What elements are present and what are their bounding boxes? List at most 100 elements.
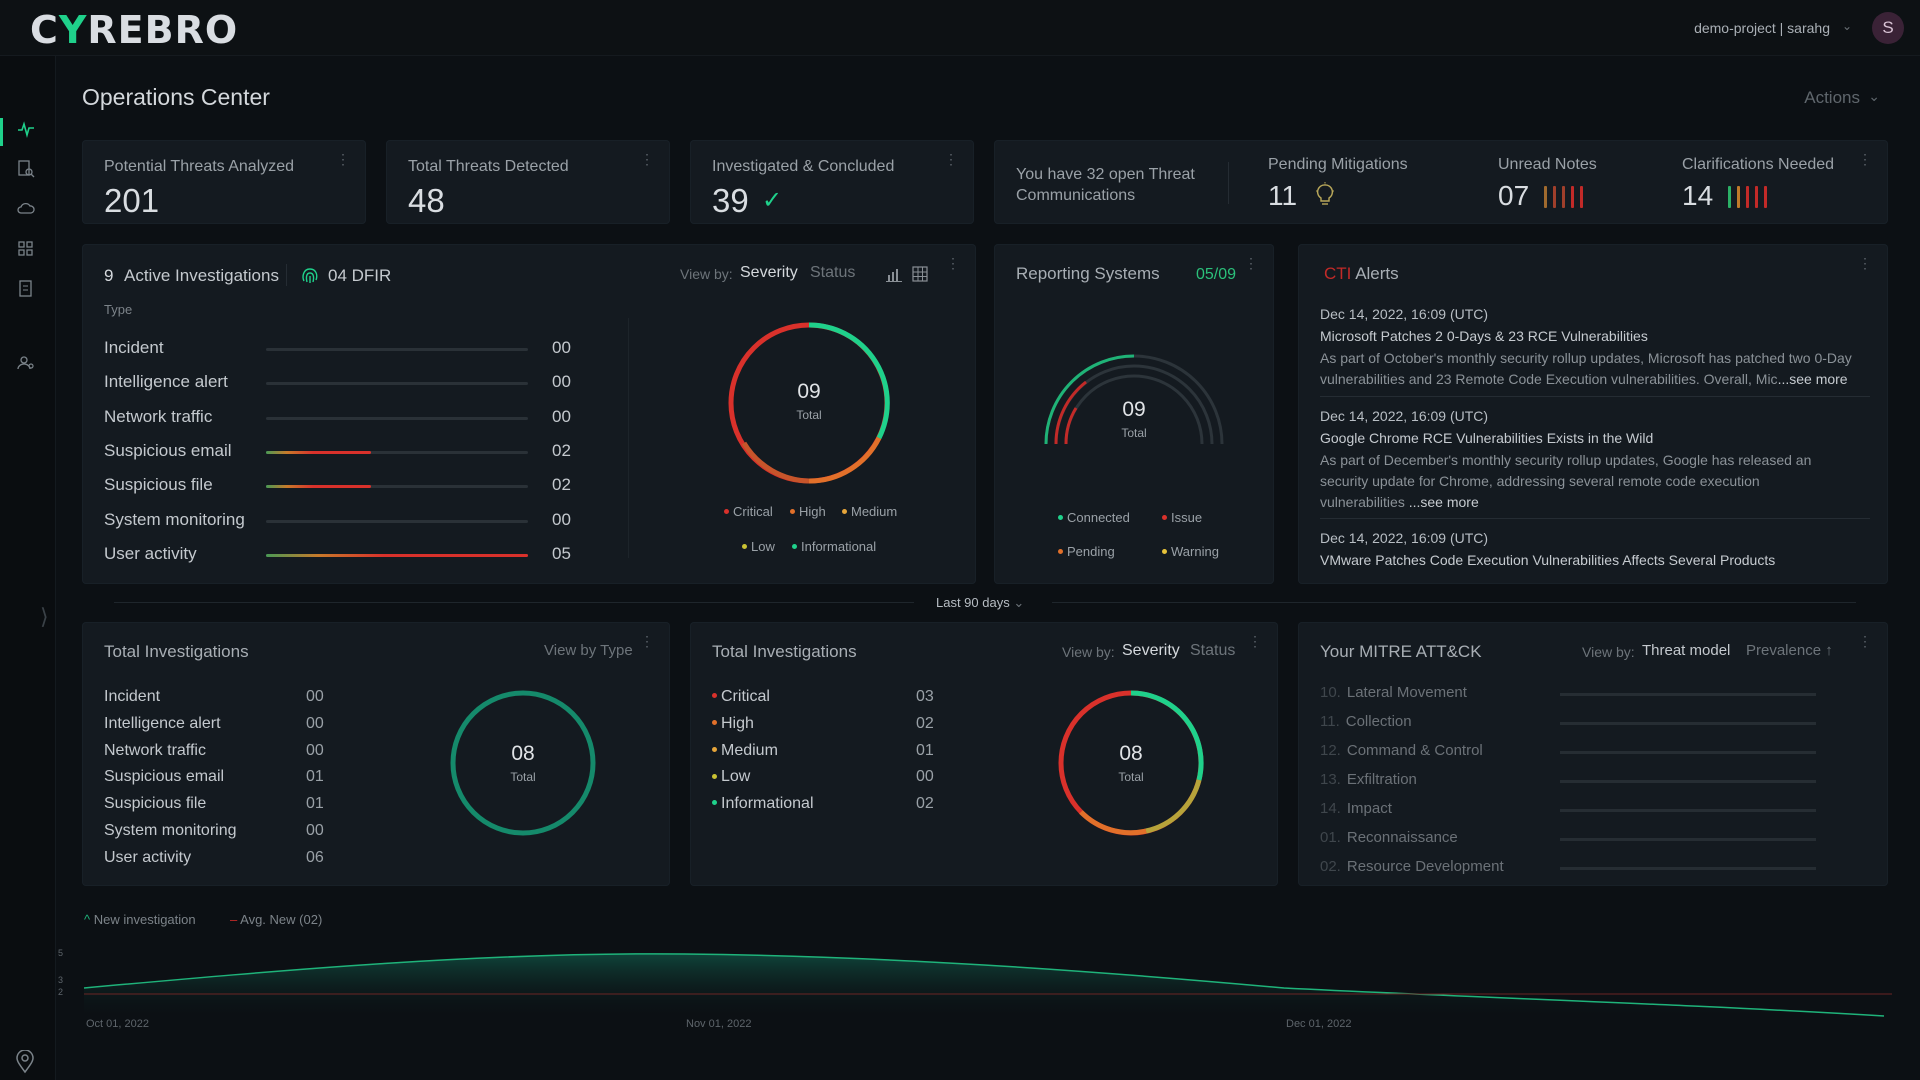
period-selector[interactable]: Last 90 days ⌄ <box>936 595 1025 610</box>
grid-icon[interactable] <box>14 240 38 264</box>
stat-label: Total Threats Detected <box>408 158 569 175</box>
type-row-label[interactable]: User activity <box>104 543 197 563</box>
chevron-down-icon[interactable]: ⌄ <box>1841 19 1852 33</box>
report-search-icon[interactable] <box>14 160 38 184</box>
reporting-total-label: Total <box>1121 426 1147 440</box>
type-row-label[interactable]: Incident <box>104 338 164 357</box>
view-by-status-tab[interactable]: Status <box>1190 642 1236 659</box>
kebab-menu-icon[interactable]: ⋮ <box>946 255 960 271</box>
severity-dot <box>712 720 717 726</box>
view-by-type-selector[interactable]: View by Type <box>544 642 633 659</box>
mitre-tactic-row[interactable]: 13. Exfiltration <box>1320 771 1417 788</box>
mitre-tactic-row[interactable]: 02. Resource Development <box>1320 858 1504 875</box>
legend-connected[interactable]: Connected <box>1058 510 1130 525</box>
legend-high[interactable]: High <box>790 504 826 519</box>
sort-arrow-icon: ↑ <box>1825 642 1833 659</box>
dfir-count[interactable]: 04 DFIR <box>328 266 392 285</box>
kebab-menu-icon[interactable]: ⋮ <box>640 151 654 167</box>
legend-low[interactable]: Low <box>742 539 775 554</box>
type-row-label[interactable]: System monitoring <box>104 509 245 529</box>
total-severity-donut[interactable] <box>1056 688 1206 838</box>
total-type-donut[interactable] <box>448 688 598 838</box>
view-by-severity-tab[interactable]: Severity <box>740 264 798 281</box>
type-row-label[interactable]: Intelligence alert <box>104 714 221 732</box>
severity-row-label[interactable]: Low <box>712 768 750 786</box>
type-row-label[interactable]: User activity <box>104 848 192 866</box>
reporting-total-value: 09 <box>1122 398 1146 421</box>
table-grid-icon[interactable] <box>912 266 928 287</box>
type-row-bar-fill <box>266 553 528 557</box>
card-total-by-type: Total Investigations View by Type ⋮ 08 T… <box>82 622 670 886</box>
chevron-down-icon[interactable]: ⌄ <box>1868 88 1880 104</box>
type-row-label[interactable]: Network traffic <box>104 406 213 426</box>
severity-row-value: 00 <box>916 768 934 786</box>
type-row-label[interactable]: Suspicious email <box>104 768 225 786</box>
mitre-tactic-row[interactable]: 14. Impact <box>1320 800 1392 817</box>
document-icon[interactable] <box>14 280 38 304</box>
type-row-label[interactable]: Network traffic <box>104 741 206 759</box>
severity-row-label[interactable]: Critical <box>712 688 770 706</box>
kebab-menu-icon[interactable]: ⋮ <box>1858 255 1872 271</box>
user-gear-icon[interactable] <box>14 354 38 378</box>
bar-chart-icon[interactable] <box>886 266 902 287</box>
donut-total-label: Total <box>1118 770 1144 784</box>
view-by-prevalence-tab[interactable]: Prevalence ↑ <box>1746 642 1833 659</box>
mitre-tactic-row[interactable]: 01. Reconnaissance <box>1320 829 1458 846</box>
view-by-status-tab[interactable]: Status <box>810 264 856 281</box>
severity-row-label[interactable]: Informational <box>712 795 814 813</box>
legend-critical[interactable]: Critical <box>724 504 773 519</box>
legend-avg-new[interactable]: – Avg. New (02) <box>230 912 323 927</box>
clarifications-value: 14 <box>1682 180 1714 211</box>
legend-informational[interactable]: Informational <box>792 539 876 554</box>
legend-warning[interactable]: Warning <box>1162 544 1219 559</box>
divider <box>628 318 629 558</box>
legend-issue[interactable]: Issue <box>1162 510 1202 525</box>
kebab-menu-icon[interactable]: ⋮ <box>1858 151 1872 167</box>
kebab-menu-icon[interactable]: ⋮ <box>1248 633 1262 649</box>
reporting-gauge[interactable] <box>1034 344 1234 454</box>
cloud-icon[interactable] <box>14 200 38 224</box>
sidebar-collapse-handle[interactable]: ⟩ <box>40 604 49 629</box>
mitre-tactic-bar <box>1560 838 1816 841</box>
active-severity-donut[interactable] <box>724 318 894 488</box>
location-pin-icon[interactable] <box>14 1049 36 1080</box>
trend-chart[interactable] <box>84 940 1892 1020</box>
severity-row-value: 01 <box>916 741 934 759</box>
kebab-menu-icon[interactable]: ⋮ <box>1244 255 1258 271</box>
type-row-bar <box>266 553 528 557</box>
card-cti-alerts: CTI Alerts ⋮ Dec 14, 2022, 16:09 (UTC) M… <box>1298 244 1888 584</box>
type-row-label[interactable]: Suspicious email <box>104 440 232 460</box>
severity-row-label[interactable]: Medium <box>712 742 778 760</box>
type-row-label[interactable]: System monitoring <box>104 822 237 839</box>
legend-medium[interactable]: Medium <box>842 504 897 519</box>
see-more-link[interactable]: ...see more <box>1404 494 1479 510</box>
type-row-bar <box>266 382 528 386</box>
type-row-label[interactable]: Incident <box>104 688 161 705</box>
mitre-tactic-row[interactable]: 10. Lateral Movement <box>1320 684 1467 701</box>
avatar[interactable]: S <box>1872 12 1904 44</box>
mitre-tactic-row[interactable]: 12. Command & Control <box>1320 742 1483 759</box>
alert-title[interactable]: VMware Patches Code Execution Vulnerabil… <box>1320 552 1776 568</box>
project-selector[interactable]: demo-project | sarahg <box>1694 20 1830 36</box>
kebab-menu-icon[interactable]: ⋮ <box>1858 633 1872 649</box>
pulse-icon[interactable] <box>14 120 38 144</box>
severity-dot <box>712 800 717 806</box>
type-row-label[interactable]: Intelligence alert <box>104 372 228 392</box>
mitre-tactic-row[interactable]: 11. Collection <box>1320 713 1412 730</box>
alert-title[interactable]: Google Chrome RCE Vulnerabilities Exists… <box>1320 430 1654 446</box>
type-row-label[interactable]: Suspicious file <box>104 475 213 495</box>
alert-title[interactable]: Microsoft Patches 2 0-Days & 23 RCE Vuln… <box>1320 328 1648 344</box>
see-more-link[interactable]: ...see more <box>1777 371 1848 387</box>
view-by-threat-model-tab[interactable]: Threat model <box>1642 642 1731 659</box>
open-communications-text[interactable]: You have 32 open Threat Communications <box>1016 166 1195 204</box>
logo[interactable]: CYREBRO <box>30 8 239 52</box>
type-row-label[interactable]: Suspicious file <box>104 795 207 813</box>
actions-menu[interactable]: Actions <box>1804 88 1860 107</box>
legend-new-investigation[interactable]: ^ New investigation <box>84 912 196 927</box>
kebab-menu-icon[interactable]: ⋮ <box>336 151 350 167</box>
severity-row-label[interactable]: High <box>712 715 754 733</box>
kebab-menu-icon[interactable]: ⋮ <box>944 151 958 167</box>
legend-pending[interactable]: Pending <box>1058 544 1115 559</box>
kebab-menu-icon[interactable]: ⋮ <box>640 633 654 649</box>
view-by-severity-tab[interactable]: Severity <box>1122 642 1180 659</box>
